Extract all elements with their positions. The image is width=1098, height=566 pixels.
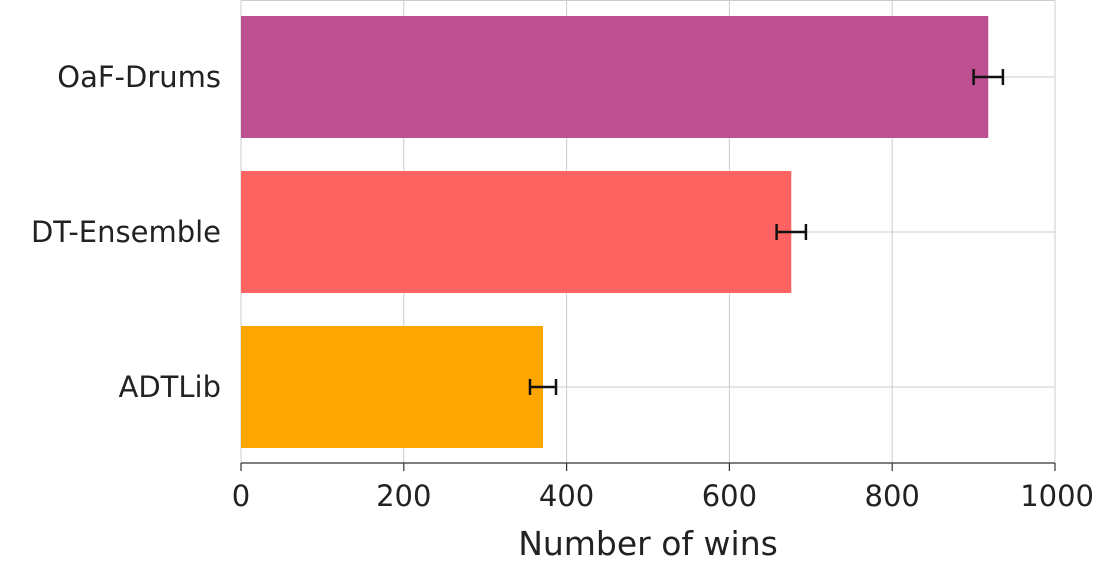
bars <box>241 16 989 448</box>
error-bars <box>528 69 1005 395</box>
bar-adtlib <box>241 326 543 448</box>
x-axis-title: Number of wins <box>518 524 778 563</box>
category-label: OaF-Drums <box>57 60 221 94</box>
bar-oaf-drums <box>241 16 989 138</box>
x-tick-label: 0 <box>232 479 250 513</box>
x-tick-label: 600 <box>702 479 757 513</box>
category-label: ADTLib <box>118 370 221 404</box>
y-axis-labels: OaF-Drums DT-Ensemble ADTLib <box>31 60 221 404</box>
x-tick-label: 200 <box>376 479 431 513</box>
x-tick-label: 800 <box>865 479 920 513</box>
category-label: DT-Ensemble <box>31 215 221 249</box>
x-tick-label: 1000 <box>1020 479 1094 513</box>
x-tick-label: 400 <box>539 479 594 513</box>
bar-dt-ensemble <box>241 171 792 293</box>
x-axis: 0 200 400 600 800 1000 <box>232 462 1094 513</box>
